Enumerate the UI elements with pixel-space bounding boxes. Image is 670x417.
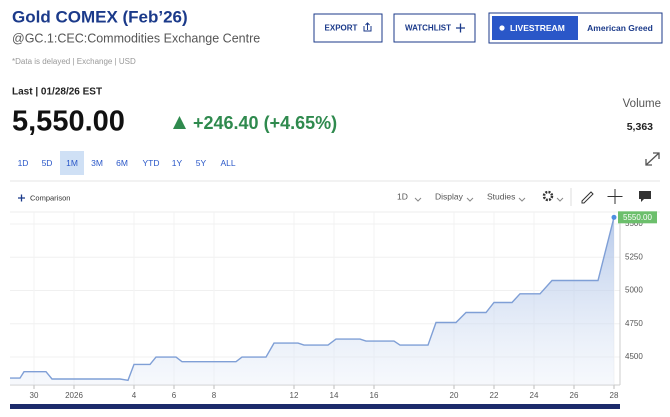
range-selected-bg bbox=[60, 151, 84, 175]
plus-icon bbox=[18, 194, 25, 202]
area bbox=[10, 217, 614, 385]
range-button[interactable]: 3M bbox=[91, 158, 103, 168]
crosshair-icon[interactable] bbox=[607, 189, 623, 204]
symbol: @GC.1:CEC:Commodities Exchange Centre bbox=[12, 31, 260, 45]
x-tick-label: 4 bbox=[132, 391, 137, 400]
last-point bbox=[611, 214, 617, 220]
range-button[interactable]: 1M bbox=[66, 158, 78, 168]
chart: 4500 4750 5000 5250 5500 30 2026 4 6 8 12 14 16 20 22 2… bbox=[10, 211, 657, 400]
volume: 5,363 bbox=[627, 121, 653, 133]
plus-icon bbox=[456, 23, 465, 33]
live-dot bbox=[499, 25, 505, 31]
range-button[interactable]: 5Y bbox=[196, 158, 207, 168]
price-change: +246.40 (+4.65%) bbox=[193, 113, 337, 133]
x-tick-label: 14 bbox=[330, 391, 339, 400]
volume-label: Volume bbox=[623, 98, 661, 110]
button-bg bbox=[492, 16, 578, 40]
chevron bbox=[466, 197, 474, 202]
value-label-bg bbox=[618, 211, 657, 224]
y-tick-label: 5000 bbox=[625, 286, 643, 295]
y-tick-label: 5250 bbox=[625, 252, 643, 261]
draw-icon[interactable] bbox=[581, 191, 594, 204]
x-tick-label: 8 bbox=[212, 391, 217, 400]
export-button[interactable]: EXPORT bbox=[313, 13, 383, 43]
livestream-button[interactable]: LIVESTREAM bbox=[492, 16, 578, 40]
price: 5,550.00 bbox=[12, 106, 125, 138]
range-button[interactable]: ALL bbox=[220, 158, 235, 168]
watchlist-button[interactable]: WATCHLIST bbox=[393, 13, 476, 43]
expand-icon[interactable] bbox=[645, 152, 660, 166]
x-tick-label: 26 bbox=[570, 391, 579, 400]
y-tick-label: 4500 bbox=[625, 352, 643, 361]
last-label: Last | 01/28/26 EST bbox=[12, 87, 102, 98]
x-tick-label: 28 bbox=[610, 391, 619, 400]
x-tick-label: 20 bbox=[450, 391, 459, 400]
x-tick-label: 22 bbox=[490, 391, 499, 400]
scroll-bar[interactable] bbox=[10, 404, 620, 409]
interval-select[interactable]: 1D bbox=[397, 191, 408, 201]
button-label: LIVESTREAM bbox=[510, 23, 565, 33]
up-arrow bbox=[173, 116, 186, 129]
range-button[interactable]: 5D bbox=[42, 158, 53, 168]
comparison-button[interactable]: Comparison bbox=[30, 193, 70, 202]
range-button[interactable]: 1Y bbox=[172, 158, 183, 168]
show-link[interactable]: American Greed bbox=[587, 23, 653, 33]
chevron bbox=[414, 197, 422, 202]
chevron bbox=[556, 197, 564, 202]
range-button[interactable]: 6M bbox=[116, 158, 128, 168]
y-tick-label: 5500 bbox=[625, 219, 643, 228]
studies-select[interactable]: Studies bbox=[487, 191, 515, 201]
chevron bbox=[518, 197, 526, 202]
value-label: 5550.00 bbox=[623, 213, 652, 222]
x-tick-label: 6 bbox=[172, 391, 177, 400]
data-note: *Data is delayed | Exchange | USD bbox=[12, 57, 136, 66]
range-button[interactable]: YTD bbox=[143, 158, 160, 168]
y-tick-label: 4750 bbox=[625, 319, 643, 328]
title: Gold COMEX (Feb’26) bbox=[12, 7, 188, 26]
button-label: WATCHLIST bbox=[405, 24, 451, 33]
range-button[interactable]: 1D bbox=[18, 158, 29, 168]
x-tick-label: 24 bbox=[530, 391, 539, 400]
settings-icon[interactable] bbox=[542, 190, 554, 202]
display-select[interactable]: Display bbox=[435, 191, 464, 201]
x-tick-label: 2026 bbox=[65, 391, 83, 400]
range-selector: 1D 5D 1M 3M 6M YTD 1Y 5Y ALL bbox=[18, 151, 236, 175]
line bbox=[10, 217, 615, 382]
share-icon bbox=[363, 22, 372, 32]
button-label: EXPORT bbox=[325, 24, 358, 33]
x-tick-label: 16 bbox=[370, 391, 379, 400]
comment-icon[interactable] bbox=[639, 191, 651, 202]
x-tick-label: 30 bbox=[30, 391, 39, 400]
x-tick-label: 12 bbox=[290, 391, 299, 400]
